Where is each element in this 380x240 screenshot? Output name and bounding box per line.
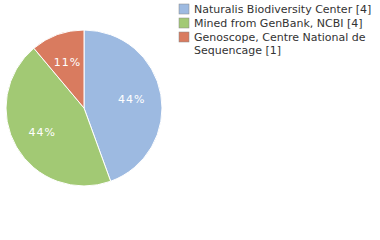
pie-slice	[6, 48, 111, 186]
chart: 44% 44% 11% Naturalis Biodiversity Center […	[0, 0, 380, 240]
legend-label: Naturalis Biodiversity Center [4]	[194, 3, 371, 16]
legend-swatch	[179, 32, 189, 42]
legend: Naturalis Biodiversity Center [4]Mined f…	[179, 3, 371, 57]
legend-label: Genoscope, Centre National deSequencage …	[194, 31, 366, 57]
data-label: 11%	[54, 56, 81, 69]
legend-item: Mined from GenBank, NCBI [4]	[179, 17, 363, 30]
pie: 44% 44% 11%	[6, 30, 162, 186]
legend-swatch	[179, 18, 189, 28]
legend-item: Naturalis Biodiversity Center [4]	[179, 3, 371, 16]
pie-slice	[34, 30, 84, 108]
data-label: 44%	[118, 93, 145, 106]
data-label: 44%	[28, 126, 55, 139]
legend-swatch	[179, 4, 189, 14]
legend-item: Genoscope, Centre National deSequencage …	[179, 31, 366, 57]
legend-label: Mined from GenBank, NCBI [4]	[194, 17, 363, 30]
